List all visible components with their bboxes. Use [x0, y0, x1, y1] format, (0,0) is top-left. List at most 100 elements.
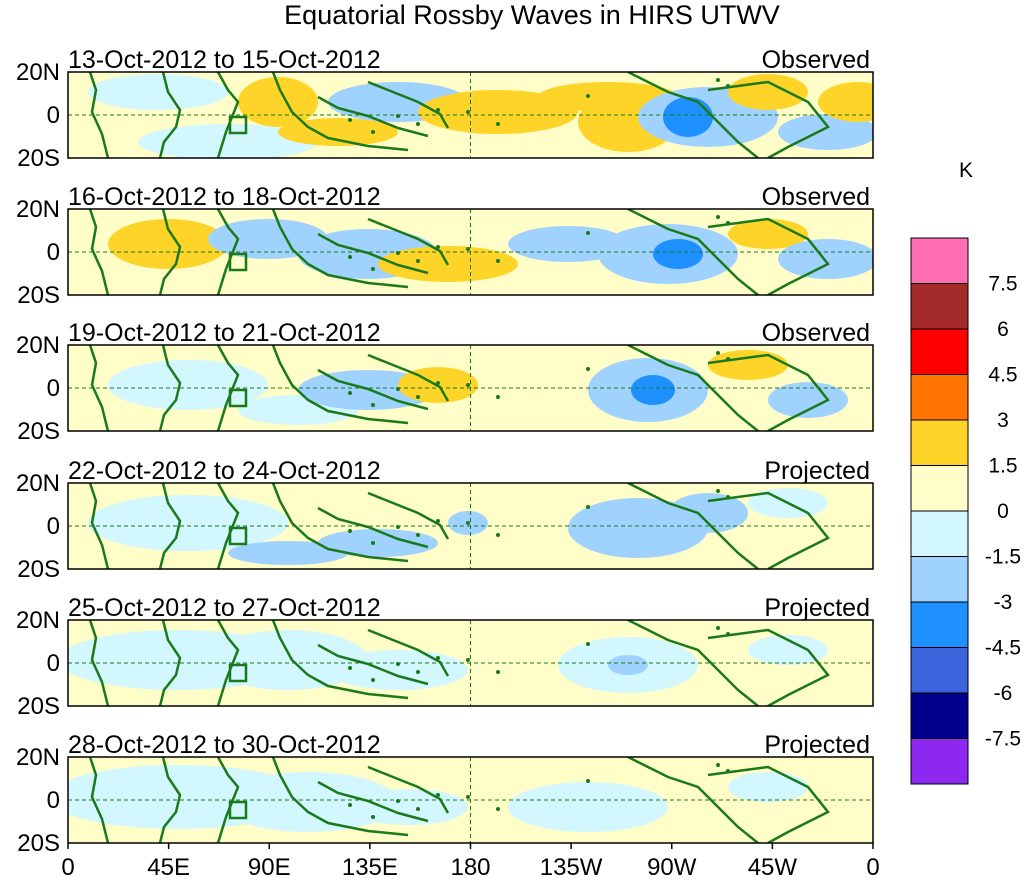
island [371, 403, 375, 407]
colorbar-unit: K [959, 159, 973, 182]
island [348, 666, 352, 670]
island [466, 110, 470, 114]
colorbar-swatch [910, 419, 969, 466]
coastline [158, 345, 182, 431]
panel-status: Observed [762, 319, 870, 347]
island [416, 395, 420, 399]
map-field [67, 756, 874, 844]
coastline [367, 80, 450, 129]
latitude-label: 0 [47, 787, 60, 814]
colorbar-label: -7.5 [985, 728, 1021, 751]
panel-date-range: 13-Oct-2012 to 15-Oct-2012 [68, 46, 381, 74]
island [371, 815, 375, 819]
coastline [271, 72, 409, 152]
coastline [271, 483, 409, 563]
island [716, 763, 720, 767]
island [496, 670, 500, 674]
map-field [67, 344, 874, 432]
island [371, 541, 375, 545]
anomaly-contour [508, 226, 628, 262]
coastline [367, 353, 450, 402]
latitude-label: 20S [17, 556, 60, 583]
island [436, 519, 440, 523]
colorbar-swatch [910, 465, 969, 512]
map-frame [67, 482, 874, 570]
latitude-label: 0 [47, 513, 60, 540]
colorbar-label: -4.5 [985, 637, 1021, 660]
colorbar-label: 1.5 [988, 455, 1017, 478]
coastline [88, 483, 110, 569]
colorbar-swatch [910, 328, 969, 375]
coastline [317, 232, 429, 275]
anomaly-contour [768, 382, 848, 418]
panel-date-range: 22-Oct-2012 to 24-Oct-2012 [68, 457, 381, 485]
island [348, 255, 352, 259]
island [496, 395, 500, 399]
island [716, 215, 720, 219]
island [716, 626, 720, 630]
coastline [367, 628, 450, 677]
region-box [228, 252, 248, 272]
map-field [67, 71, 874, 159]
coastline [158, 72, 182, 158]
panel-date-range: 25-Oct-2012 to 27-Oct-2012 [68, 594, 381, 622]
coastline [317, 780, 429, 823]
anomaly-contour [108, 219, 228, 269]
island [436, 381, 440, 385]
map-field [67, 482, 874, 570]
anomaly-contour [228, 541, 348, 565]
coastline [88, 757, 110, 843]
anomaly-contour [748, 635, 828, 665]
coastline [367, 217, 450, 266]
coastline [216, 72, 240, 158]
longitude-label: 45E [147, 854, 190, 881]
longitude-label: 45W [748, 854, 798, 881]
island [716, 78, 720, 82]
coastline [317, 368, 429, 411]
panels: 13-Oct-2012 to 15-Oct-2012 Observed 20N 0 20… [16, 46, 874, 857]
colorbar-label: 4.5 [988, 364, 1017, 387]
colorbar-swatch [910, 601, 969, 648]
coastline [216, 345, 240, 431]
longitude-label: 0 [61, 854, 74, 881]
island [726, 769, 730, 773]
anomaly-contour [663, 97, 713, 137]
longitude-label: 135W [540, 854, 603, 881]
latitude-label: 20N [16, 59, 60, 86]
figure-title: Equatorial Rossby Waves in HIRS UTWV [284, 0, 780, 30]
panel: 16-Oct-2012 to 18-Oct-2012 Observed 20N 0 20… [16, 183, 874, 309]
island [716, 351, 720, 355]
panel-status: Projected [764, 731, 870, 759]
coastline [216, 209, 240, 295]
anomaly-contour [218, 772, 398, 832]
coastline [88, 620, 110, 706]
coastline [627, 620, 759, 706]
island [466, 658, 470, 662]
longitude-label: 90E [248, 854, 291, 881]
region-box [228, 388, 248, 408]
island [371, 130, 375, 134]
latitude-label: 20N [16, 470, 60, 497]
latitude-label: 0 [47, 239, 60, 266]
island [416, 122, 420, 126]
latitude-label: 0 [47, 375, 60, 402]
latitude-label: 20N [16, 196, 60, 223]
panel: 25-Oct-2012 to 27-Oct-2012 Projected 20N 0 2… [16, 594, 874, 720]
map-field [67, 208, 874, 296]
island [348, 391, 352, 395]
map-field [67, 619, 874, 707]
coastline [158, 209, 182, 295]
island [726, 221, 730, 225]
anomaly-contour [88, 495, 288, 551]
panel-status: Projected [764, 594, 870, 622]
anomaly-contour [328, 650, 468, 690]
island [586, 505, 590, 509]
colorbar-swatch [910, 738, 969, 785]
colorbar-swatch [910, 556, 969, 603]
island [496, 533, 500, 537]
longitude-label: 90W [647, 854, 697, 881]
anomaly-contour [818, 82, 873, 122]
coastline [158, 757, 182, 843]
longitude-label: 0 [866, 854, 879, 881]
